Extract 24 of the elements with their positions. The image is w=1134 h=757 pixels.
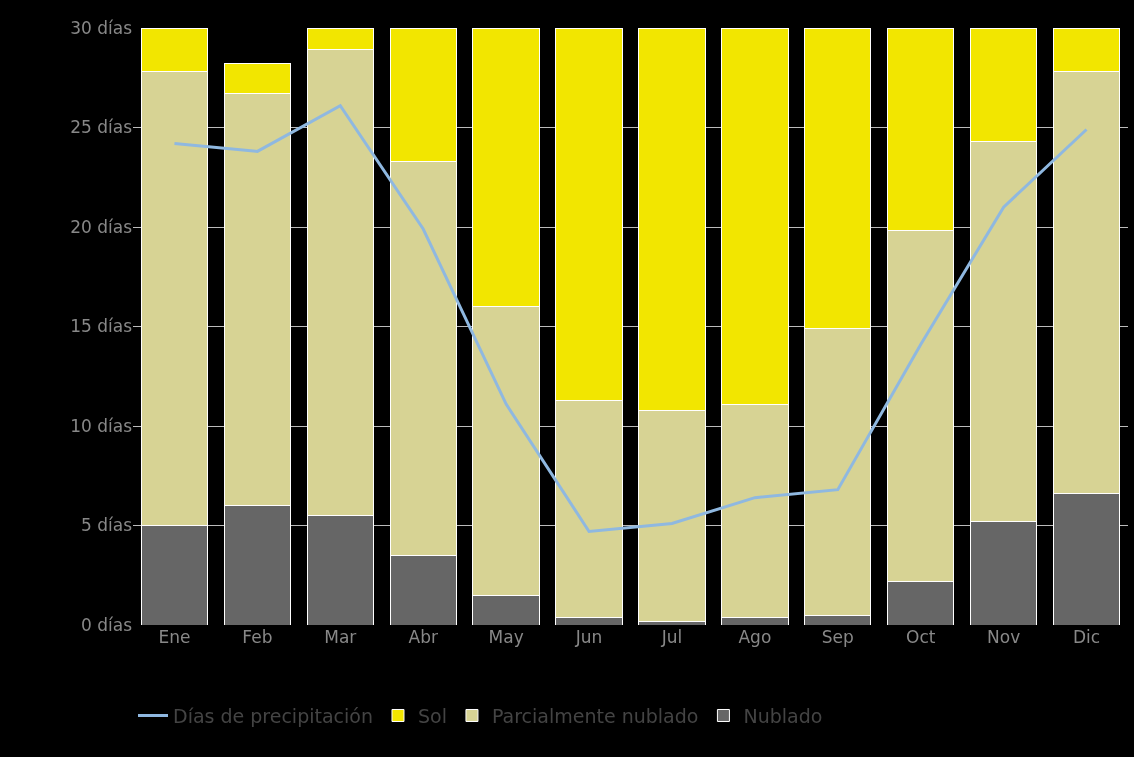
x-tick-label: Feb [242, 627, 273, 647]
x-tick-label: Abr [408, 627, 438, 647]
y-tick-label: 10 días [70, 415, 133, 436]
y-tick-label: 0 días [80, 614, 133, 635]
y-tick-label: 15 días [70, 316, 133, 337]
x-tick-label: Nov [987, 627, 1021, 647]
x-tick-label: Oct [906, 627, 936, 647]
line-series [172, 104, 1089, 533]
x-tick-label: Sep [821, 627, 854, 647]
x-tick-label: Ene [158, 627, 191, 647]
x-tick-label: Ago [738, 627, 772, 647]
x-tick-label: Mar [324, 627, 357, 647]
y-tick-label: 20 días [70, 216, 133, 237]
legend-label: Nublado [743, 704, 823, 727]
x-tick-label: Dic [1072, 627, 1101, 647]
legend-label: Días de precipitación [173, 704, 373, 727]
x-tick-label: Jul [660, 627, 683, 647]
legend-label: Sol [417, 704, 447, 727]
x-tick-label: Jun [574, 627, 603, 647]
y-tick-label: 30 días [70, 17, 133, 38]
y-tick-label: 25 días [70, 117, 133, 138]
legend-label: Parcialmente nublado [491, 704, 699, 727]
y-tick-label: 5 días [80, 515, 133, 536]
x-tick-label: May [488, 627, 524, 647]
